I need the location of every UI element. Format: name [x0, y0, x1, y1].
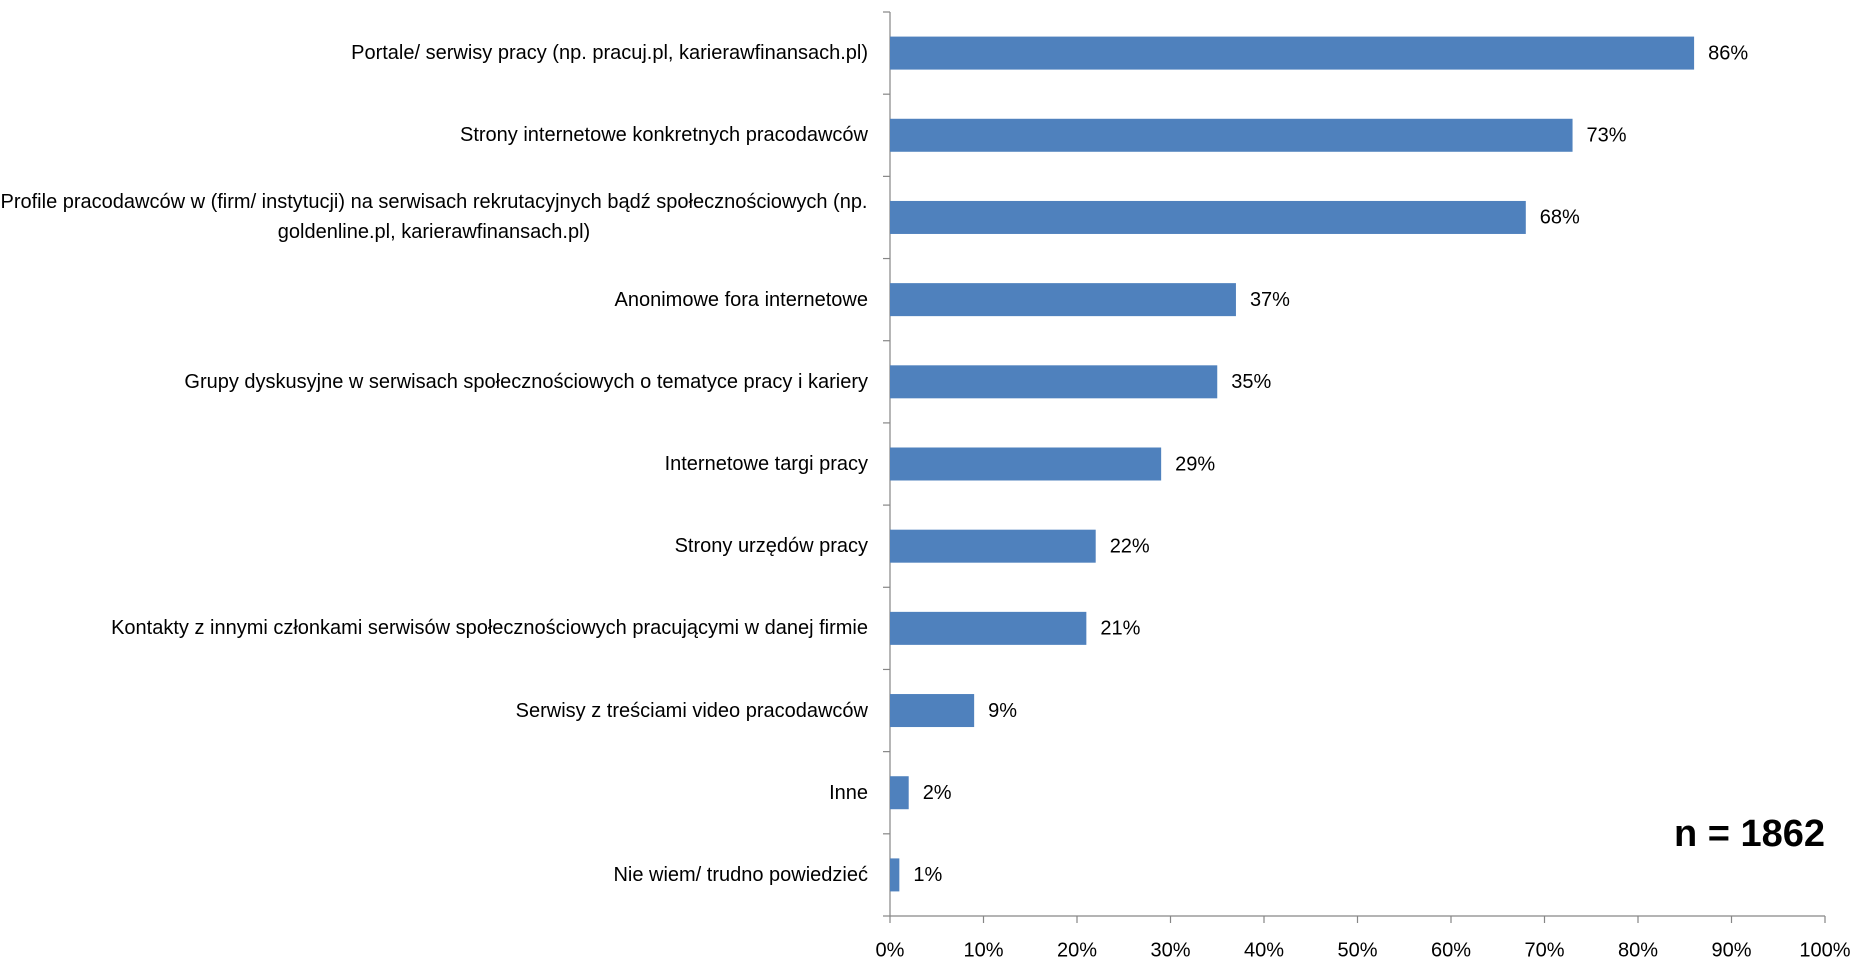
category-label: Kontakty z innymi członkami serwisów spo… — [111, 617, 868, 640]
x-tick-label: 40% — [1244, 939, 1284, 961]
category-label: Profile pracodawców w (firm/ instytucji)… — [0, 191, 868, 244]
value-label: 1% — [913, 864, 942, 886]
bar — [890, 776, 909, 810]
x-tick-label: 80% — [1618, 939, 1658, 961]
x-tick-label: 60% — [1431, 939, 1471, 961]
bar — [890, 118, 1573, 152]
x-tick-label: 100% — [1799, 939, 1850, 961]
annotation: n = 1862 — [1674, 813, 1825, 855]
category-label: Strony internetowe konkretnych pracodawc… — [460, 124, 868, 147]
value-label: 35% — [1231, 371, 1271, 393]
bar — [890, 447, 1162, 481]
bar — [890, 694, 975, 728]
x-tick-label: 10% — [963, 939, 1003, 961]
value-label: 21% — [1100, 618, 1140, 640]
bar — [890, 36, 1695, 70]
bar — [890, 283, 1236, 317]
bar — [890, 858, 900, 892]
value-label: 22% — [1110, 535, 1150, 557]
value-label: 9% — [988, 700, 1017, 722]
category-label: Internetowe targi pracy — [664, 453, 868, 475]
value-label: 73% — [1587, 125, 1627, 147]
category-label: Portale/ serwisy pracy (np. pracuj.pl, k… — [351, 42, 868, 65]
bar — [890, 611, 1087, 645]
category-label: Anonimowe fora internetowe — [614, 288, 868, 311]
x-tick-label: 50% — [1337, 939, 1377, 961]
category-labels: Portale/ serwisy pracy (np. pracuj.pl, k… — [0, 0, 869, 961]
bar — [890, 200, 1526, 234]
value-label: 37% — [1250, 289, 1290, 311]
category-label: Strony urzędów pracy — [674, 535, 868, 558]
category-label: Grupy dyskusyjne w serwisach społecznośc… — [184, 370, 868, 393]
category-label: Nie wiem/ trudno powiedzieć — [613, 863, 868, 886]
value-label: 68% — [1540, 207, 1580, 229]
x-tick-label: 70% — [1524, 939, 1564, 961]
x-tick-label: 20% — [1057, 939, 1097, 961]
x-tick-label: 30% — [1150, 939, 1190, 961]
value-label: 2% — [923, 782, 952, 804]
x-tick-label: 90% — [1711, 939, 1751, 961]
category-label: Inne — [829, 781, 868, 804]
category-label: Serwisy z treściami video pracodawców — [515, 699, 868, 722]
value-label: 29% — [1175, 453, 1215, 475]
bar — [890, 365, 1218, 399]
value-label: 86% — [1708, 42, 1748, 64]
bar — [890, 529, 1096, 563]
x-tick-label: 0% — [876, 939, 905, 961]
